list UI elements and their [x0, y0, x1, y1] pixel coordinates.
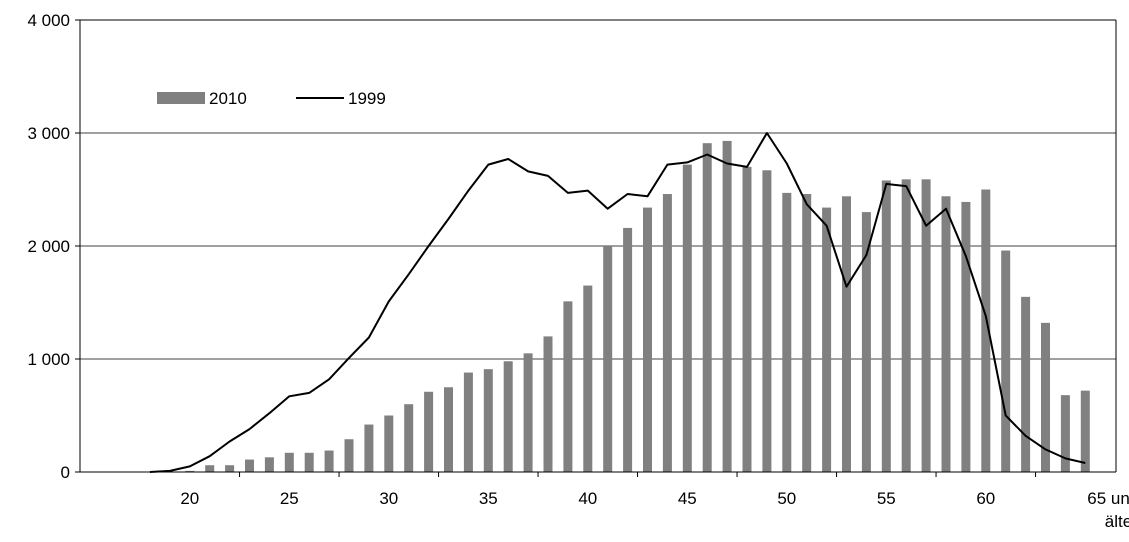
x-tick-label: 35 — [479, 489, 498, 508]
bar-2010-age-40 — [583, 285, 593, 472]
axes — [75, 19, 1117, 477]
legend-label-1999: 1999 — [348, 89, 386, 108]
bar-2010-age-35 — [483, 369, 493, 472]
bar-2010-age-46 — [702, 143, 712, 473]
bar-2010-age-39 — [563, 301, 573, 472]
bar-2010-age-34 — [463, 372, 473, 472]
x-tick-label: 55 — [877, 489, 896, 508]
legend-swatch-2010 — [157, 92, 205, 104]
bar-2010-age-21 — [205, 465, 215, 472]
bar-2010-age-24 — [264, 457, 274, 472]
bar-2010-age-61 — [1001, 250, 1011, 472]
bar-2010-age-37 — [523, 353, 533, 472]
x-tick-label-last-line2: älter — [1105, 512, 1129, 531]
bar-2010-age-47 — [722, 140, 732, 472]
y-tick-label: 0 — [61, 463, 70, 482]
bar-2010-age-56 — [901, 179, 911, 472]
bar-2010-age-26 — [304, 452, 314, 472]
bar-2010-age-55 — [881, 180, 891, 472]
x-tick-label: 30 — [379, 489, 398, 508]
bar-2010-age-36 — [503, 361, 513, 472]
x-tick-label: 40 — [578, 489, 597, 508]
bar-2010-age-27 — [324, 450, 334, 472]
y-tick-label: 3 000 — [27, 124, 70, 143]
bar-2010-age-38 — [543, 336, 553, 472]
bar-2010-age-44 — [662, 194, 672, 472]
bar-2010-age-63 — [1041, 322, 1050, 472]
gridlines — [80, 19, 1116, 360]
bar-2010-age-45 — [682, 164, 692, 472]
bars-2010 — [185, 140, 1090, 473]
x-tick-label: 50 — [777, 489, 796, 508]
bar-2010-age-62 — [1021, 296, 1031, 472]
y-tick-label: 2 000 — [27, 237, 70, 256]
x-axis-tick-labels: 20 25 30 35 40 45 50 55 60 65 und älter — [180, 489, 1129, 531]
bar-2010-age-57 — [921, 179, 931, 472]
x-tick-label: 45 — [678, 489, 697, 508]
y-tick-label: 1 000 — [27, 350, 70, 369]
x-tick-label: 60 — [976, 489, 995, 508]
x-tick-label: 20 — [180, 489, 199, 508]
y-tick-label: 4 000 — [27, 11, 70, 30]
bar-2010-age-42 — [623, 227, 633, 472]
line-1999 — [149, 132, 1086, 473]
legend: 2010 1999 — [157, 89, 386, 108]
bar-2010-age-30 — [384, 415, 394, 472]
bar-2010-age-22 — [225, 465, 235, 472]
bar-2010-age-25 — [284, 452, 294, 472]
bar-2010-age-58 — [941, 196, 951, 472]
x-tick-label-last-line1: 65 und — [1087, 489, 1129, 508]
bar-2010-age-50 — [782, 192, 792, 472]
bar-2010-age-49 — [762, 170, 772, 473]
x-tick-label: 25 — [280, 489, 299, 508]
bar-2010-age-20 — [185, 470, 195, 472]
line-1999-group — [149, 132, 1086, 473]
bar-2010-age-41 — [603, 246, 613, 472]
bar-2010-age-31 — [404, 404, 414, 472]
bar-2010-age-33 — [444, 387, 453, 472]
bar-2010-age-59 — [961, 201, 971, 472]
bar-2010-age-32 — [424, 391, 434, 472]
bar-2010-age-53 — [842, 196, 851, 472]
bar-2010-age-48 — [742, 166, 752, 472]
bar-2010-age-64 — [1060, 395, 1070, 472]
bar-2010-age-28 — [344, 439, 354, 472]
bar-2010-age-52 — [822, 207, 832, 472]
bar-2010-age-65 — [1080, 390, 1090, 472]
bar-2010-age-43 — [643, 207, 652, 472]
bar-2010-age-51 — [802, 194, 812, 472]
y-axis-tick-labels: 0 1 000 2 000 3 000 4 000 — [27, 11, 70, 482]
bar-2010-age-60 — [981, 189, 991, 472]
bar-2010-age-23 — [245, 459, 254, 472]
bar-2010-age-54 — [861, 212, 871, 472]
legend-label-2010: 2010 — [209, 89, 247, 108]
bar-2010-age-29 — [364, 424, 374, 472]
